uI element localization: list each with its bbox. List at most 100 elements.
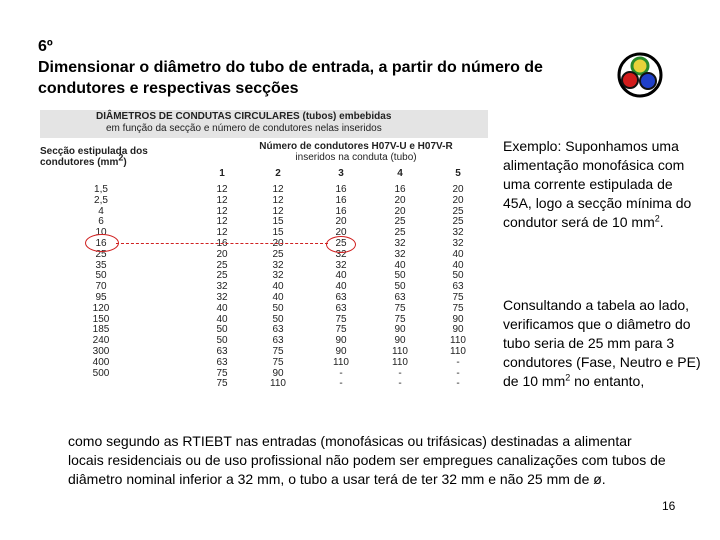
diameter-cell: 25 [216,270,228,282]
diameter-cell: 63 [272,324,284,336]
step-description: Dimensionar o diâmetro do tubo de entrad… [38,59,543,97]
section-value: 120 [92,302,110,314]
diameter-cell: 32 [216,292,228,303]
diameter-cell: - [398,367,402,379]
diameter-cell: 63 [452,281,464,293]
diameter-cell: 75 [272,346,284,357]
diameter-cell: 32 [272,259,284,271]
diameter-cell: - [456,378,460,390]
diameter-cell: 75 [216,367,228,379]
section-value: 150 [92,313,110,325]
diameter-cell: 20 [452,194,464,206]
diameter-cell: - [456,356,460,368]
diameter-cell: 40 [272,281,284,293]
diameter-cell: 15 [272,227,284,239]
section-value: 4 [98,205,104,217]
section-value: 70 [95,281,107,293]
diameter-cell: 90 [272,367,284,379]
diameter-cell: 63 [335,292,347,303]
diameter-cell: 63 [335,302,347,314]
diameter-cell: 12 [216,184,228,195]
diameter-cell: 16 [335,205,347,217]
column-number: 2 [275,168,281,179]
diameter-cell: 16 [335,194,347,206]
diameter-cell: 32 [394,248,406,260]
section-value: 1,5 [94,184,108,195]
diameter-cell: 32 [452,227,464,239]
diameter-cell: 25 [216,259,228,271]
table-header-band [40,110,488,138]
diameter-cell: 75 [394,302,406,314]
diameter-cell: 16 [335,184,347,195]
diameter-cell: 63 [216,346,228,357]
diameter-cell: 12 [272,184,284,195]
section-value: 95 [95,292,107,303]
section-value: 240 [92,335,110,347]
diameter-cell: 15 [272,216,284,228]
diameter-cell: 32 [216,281,228,293]
diameter-cell: - [398,378,402,390]
diameter-cell: 110 [392,346,408,357]
diameter-cell: 110 [450,335,466,347]
section-value: 50 [95,270,107,282]
highlight-section-10 [85,234,119,252]
diameter-cell: 50 [394,281,406,293]
diameter-cell: 40 [394,259,406,271]
column-number: 3 [338,168,344,179]
column-number: 1 [219,168,225,179]
diameter-cell: 110 [392,356,408,368]
diameter-cell: 90 [452,324,464,336]
diameter-cell: 63 [216,356,228,368]
table-subtitle: em função da secção e número de condutor… [106,123,382,134]
step-number: 6º [38,38,53,55]
table-title: DIÂMETROS DE CONDUTAS CIRCULARES (tubos)… [96,111,392,122]
diameter-cell: 20 [394,194,406,206]
diameter-cell: 20 [335,227,347,239]
diameter-cell: 25 [394,216,406,228]
example-paragraph: Exemplo: Suponhamos uma alimentação mono… [503,138,692,230]
diameter-cell: 40 [272,292,284,303]
section-column-header: Secção estipulada dos condutores (mm2) [40,146,148,168]
diameter-cell: 25 [452,216,464,228]
conductor-count-header: Número de condutores H07V-U e H07V-R ins… [259,141,453,163]
section-value: 6 [98,216,104,228]
diameter-cell: 32 [394,238,406,249]
slide-heading: 6º Dimensionar o diâmetro do tubo de ent… [38,36,618,99]
diameter-cell: 90 [452,313,464,325]
diameter-cell: 40 [216,313,228,325]
diameter-cell: 90 [335,346,347,357]
diameter-cell: 40 [216,302,228,314]
diameter-cell: 12 [272,194,284,206]
diameter-cell: 75 [216,378,228,390]
diameter-cell: 75 [394,313,406,325]
diameter-cell: 50 [452,270,464,282]
diameter-cell: 90 [394,324,406,336]
diameter-cell: 32 [452,238,464,249]
diameter-cell: 32 [335,248,347,260]
diameter-cell: 50 [272,313,284,325]
diameter-cell: 75 [335,324,347,336]
page-number: 16 [662,499,676,513]
diameter-cell: 40 [452,259,464,271]
section-value: 400 [92,356,110,368]
cable-conductors-icon [617,52,663,98]
section-value: 185 [92,324,110,336]
diameter-cell: 20 [335,216,347,228]
consult-paragraph: Consultando a tabela ao lado, verificamo… [503,297,701,389]
diameter-cell: 25 [394,227,406,239]
diameter-cell: 90 [335,335,347,347]
section-value: 35 [95,259,107,271]
diameter-cell: 20 [394,205,406,217]
diameter-cell: 110 [270,378,286,390]
section-value: 300 [92,346,110,357]
diameter-cell: 75 [452,302,464,314]
diameter-cell: 12 [216,227,228,239]
diameter-cell: 50 [394,270,406,282]
diameter-cell: 40 [335,270,347,282]
highlight-diameter-25 [326,236,356,253]
diameter-cell: 50 [216,335,228,347]
section-value: 25 [95,248,107,260]
section-value: 10 [95,227,107,239]
diameter-cell: 40 [335,281,347,293]
diameter-cell: 50 [216,324,228,336]
